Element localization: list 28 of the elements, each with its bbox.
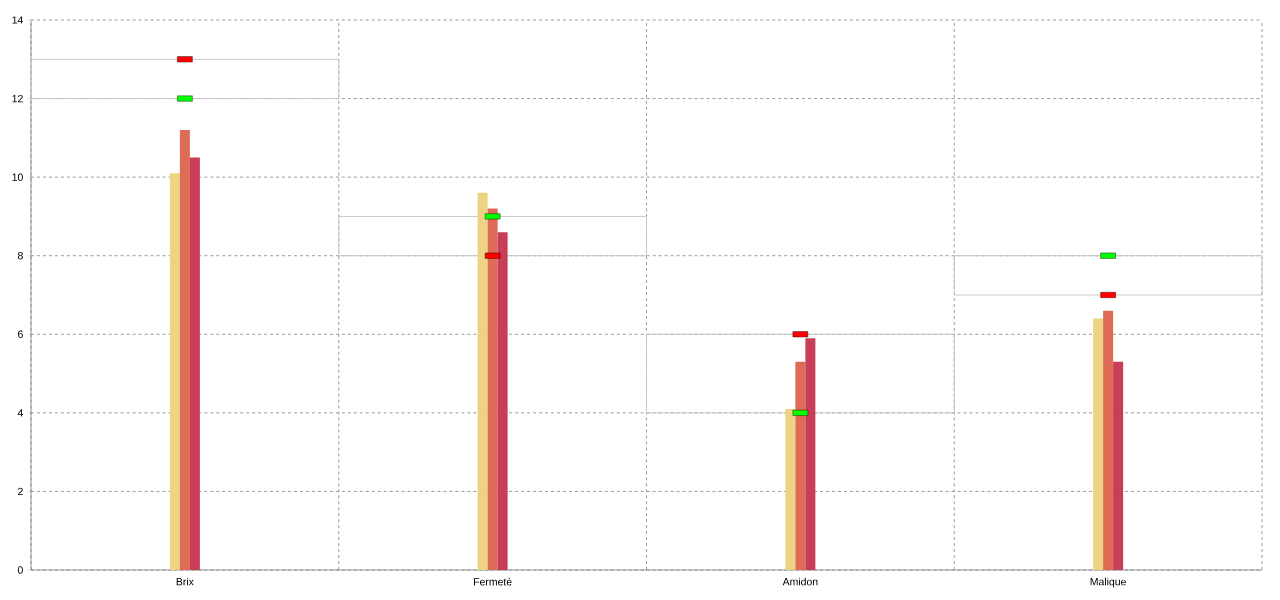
bar <box>1103 310 1114 570</box>
y-tick-label: 4 <box>17 409 23 417</box>
x-tick-label: Malique <box>1090 577 1126 588</box>
x-tick-label: Brix <box>176 577 194 586</box>
x-tick-label: Fermeté <box>474 577 512 586</box>
bar <box>169 173 180 570</box>
bar <box>338 215 647 257</box>
bar <box>179 130 190 570</box>
x-tick-label: Amidon <box>782 577 818 586</box>
bar <box>646 333 955 414</box>
bar <box>30 58 340 100</box>
bar <box>477 192 488 570</box>
y-tick-label: 12 <box>12 94 23 103</box>
y-tick-label: 10 <box>12 173 23 181</box>
y-tick-label: 6 <box>18 330 23 338</box>
y-tick-label: 8 <box>17 252 23 260</box>
bar <box>805 338 816 570</box>
bar <box>1093 318 1104 570</box>
bar <box>1113 361 1124 570</box>
y-tick-label: 2 <box>18 487 23 496</box>
y-tick-label: 0 <box>17 566 23 574</box>
bar <box>487 208 498 570</box>
y-tick-label: 14 <box>12 16 23 24</box>
bar <box>953 255 1263 296</box>
bar <box>497 232 508 570</box>
bar <box>785 408 796 570</box>
bar <box>795 361 806 570</box>
bar <box>189 157 200 570</box>
